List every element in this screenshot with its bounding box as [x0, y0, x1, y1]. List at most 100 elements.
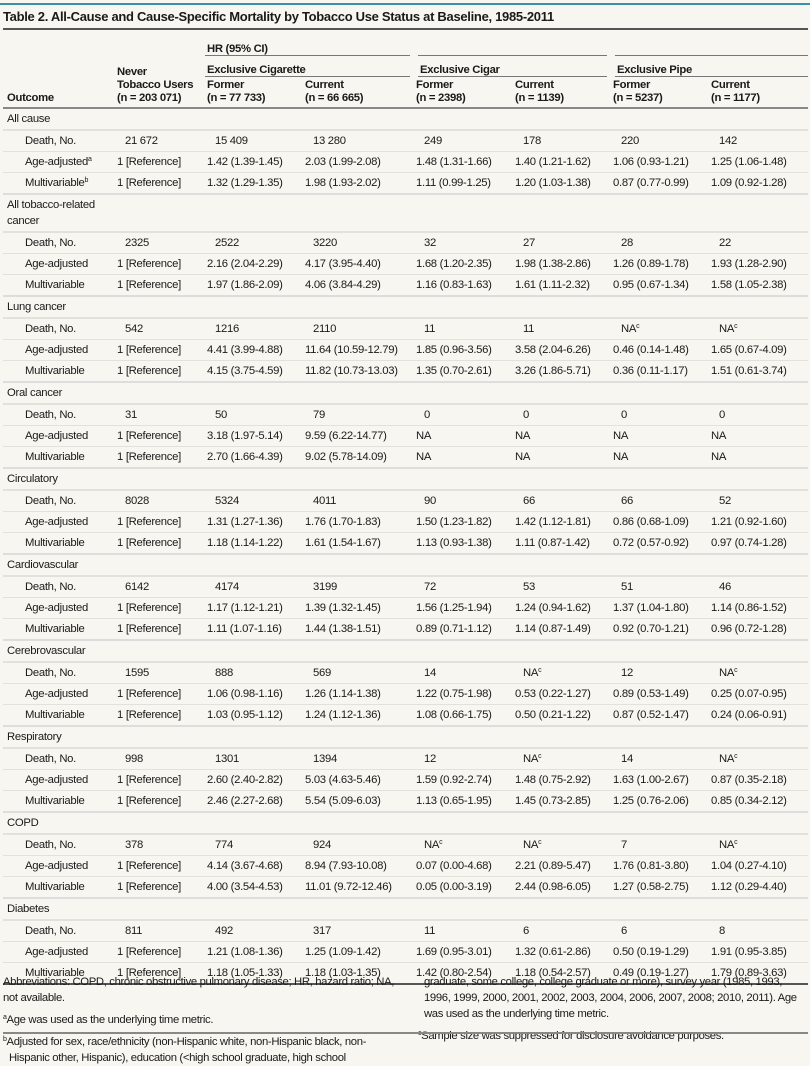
column-status: Former: [613, 79, 651, 91]
footnote-marker: c: [636, 323, 640, 330]
table-cell: 2110: [303, 317, 414, 340]
table-cell: 27: [513, 231, 611, 254]
table-cell: 1.21 (1.08-1.36): [205, 941, 303, 963]
table-cell: 0.24 (0.06-0.91): [709, 704, 808, 726]
table-cell: 1.13 (0.93-1.38): [414, 532, 513, 554]
table-cell: 1216: [205, 317, 303, 340]
table-cell: 0.72 (0.57-0.92): [611, 532, 709, 554]
row-label-text: Death, No.: [25, 409, 77, 421]
table-cell: 1 [Reference]: [115, 876, 205, 898]
table-cell: 1.56 (1.25-1.94): [414, 597, 513, 619]
row-label-text: Age-adjusted: [25, 860, 88, 872]
row-label-text: Death, No.: [25, 135, 77, 147]
table-cell: 1.31 (1.27-1.36): [205, 511, 303, 533]
column-n: (n = 5237): [613, 92, 663, 104]
row-label: Multivariable: [3, 618, 115, 640]
table-cell: 8.94 (7.93-10.08): [303, 855, 414, 877]
footnote-a-text: Age was used as the underlying time metr…: [6, 1014, 214, 1026]
table-cell: 1 [Reference]: [115, 532, 205, 554]
table-cell: 1.04 (0.27-4.10): [709, 855, 808, 877]
table-row: Multivariable 1 [Reference] 1.11 (1.07-1.1…: [3, 618, 808, 640]
never-header-line2: Tobacco Users: [117, 79, 194, 91]
section-row: Circulatory: [3, 467, 808, 490]
table-row: Age-adjusted 1 [Reference] 1.31 (1.27-1.36…: [3, 511, 808, 533]
table-cell: 811: [115, 919, 205, 942]
table-cell: 4.14 (3.67-4.68): [205, 855, 303, 877]
row-label-text: Age-adjusted: [25, 516, 88, 528]
table-cell: NA: [414, 446, 513, 468]
row-label: Multivariable: [3, 704, 115, 726]
table-row: Death, No. 2325 2522 3220 32 27 28 22: [3, 231, 808, 254]
table-cell: 4174: [205, 575, 303, 598]
table-cell: 1.25 (1.09-1.42): [303, 941, 414, 963]
section-row: All tobacco-related cancer: [3, 193, 808, 232]
table-cell: 1.42 (1.12-1.81): [513, 511, 611, 533]
table-cell: 1.97 (1.86-2.09): [205, 274, 303, 296]
table-row: Multivariable 1 [Reference] 1.03 (0.95-1.1…: [3, 704, 808, 726]
table-row: Death, No. 811 492 317 11 6 6 8: [3, 919, 808, 942]
row-label-text: Death, No.: [25, 667, 77, 679]
footnotes-left: Abbreviations: COPD, chronic obstructive…: [3, 974, 403, 1066]
row-label: Multivariable: [3, 790, 115, 812]
table-cell: 1.76 (1.70-1.83): [303, 511, 414, 533]
row-label: Age-adjusted: [3, 425, 115, 447]
footnote-b-text: Adjusted for sex, race/ethnicity (non-Hi…: [6, 1036, 367, 1064]
table-cell: 21 672: [115, 129, 205, 152]
row-label: Death, No.: [3, 317, 115, 340]
table-cell: 1.06 (0.98-1.16): [205, 683, 303, 705]
table-cell: 1 [Reference]: [115, 769, 205, 791]
table-cell: 0.87 (0.35-2.18): [709, 769, 808, 791]
cell-value: NA: [621, 323, 637, 335]
table-row: Death, No. 1595 888 569 14 NAc 12 NAc: [3, 661, 808, 684]
group-header-cigar: Exclusive Cigar: [410, 55, 611, 77]
row-label: Death, No.: [3, 747, 115, 770]
row-label: Death, No.: [3, 919, 115, 942]
table-cell: 1 [Reference]: [115, 253, 205, 275]
table-row: Death, No. 6142 4174 3199 72 53 51 46: [3, 575, 808, 598]
row-label-text: Age-adjusted: [25, 156, 88, 168]
section-name: Oral cancer: [7, 387, 63, 399]
table-cell: 1.20 (1.03-1.38): [513, 172, 611, 194]
table-cell: 72: [414, 575, 513, 598]
table-cell: NAc: [709, 833, 808, 856]
table-cell: 1.24 (0.94-1.62): [513, 597, 611, 619]
column-header-5: Current (n = 1177): [709, 77, 808, 109]
section-title: Respiratory: [3, 725, 808, 748]
column-header-3: Current (n = 1139): [513, 77, 611, 109]
table-cell: 0.95 (0.67-1.34): [611, 274, 709, 296]
table-cell: 2.46 (2.27-2.68): [205, 790, 303, 812]
section-row: Diabetes: [3, 897, 808, 920]
table-cell: 66: [513, 489, 611, 512]
table-cell: 11: [513, 317, 611, 340]
table-cell: 0.53 (0.22-1.27): [513, 683, 611, 705]
table-cell: 2.44 (0.98-6.05): [513, 876, 611, 898]
section-title: All tobacco-related cancer: [3, 193, 808, 232]
table-cell: 1.21 (0.92-1.60): [709, 511, 808, 533]
cell-value: NA: [719, 753, 735, 765]
table-cell: 53: [513, 575, 611, 598]
table-cell: 1.26 (0.89-1.78): [611, 253, 709, 275]
table-cell: 1 [Reference]: [115, 597, 205, 619]
row-label-text: Death, No.: [25, 581, 77, 593]
table-row: Death, No. 998 1301 1394 12 NAc 14 NAc: [3, 747, 808, 770]
column-header-1: Current (n = 66 665): [303, 77, 414, 109]
table-cell: 4.41 (3.99-4.88): [205, 339, 303, 361]
table-cell: 0.89 (0.71-1.12): [414, 618, 513, 640]
table-cell: 1.42 (0.80-2.54): [414, 962, 513, 984]
table-row: Multivariableb 1 [Reference] 1.32 (1.29-1.…: [3, 172, 808, 194]
table-cell: NA: [513, 425, 611, 447]
table-cell: 1 [Reference]: [115, 172, 205, 194]
table-cell: 378: [115, 833, 205, 856]
footnote-a: aAge was used as the underlying time met…: [3, 1010, 403, 1028]
table-cell: 1.32 (1.29-1.35): [205, 172, 303, 194]
group-header-cigarette: Exclusive Cigarette: [205, 55, 414, 77]
row-label-text: Age-adjusted: [25, 430, 88, 442]
table-row: Death, No. 31 50 79 0 0 0 0: [3, 403, 808, 426]
table-cell: 1.65 (0.67-4.09): [709, 339, 808, 361]
table-cell: 2.16 (2.04-2.29): [205, 253, 303, 275]
table-cell: 1.35 (0.70-2.61): [414, 360, 513, 382]
row-label-text: Death, No.: [25, 839, 77, 851]
table-row: Death, No. 542 1216 2110 11 11 NAc NAc: [3, 317, 808, 340]
table-cell: 9.59 (6.22-14.77): [303, 425, 414, 447]
section-row: Respiratory: [3, 725, 808, 748]
